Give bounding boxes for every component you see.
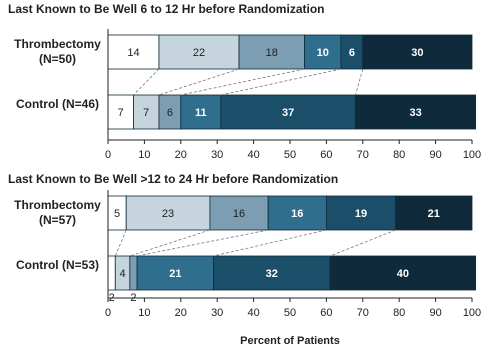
value-label: 16 xyxy=(233,208,245,220)
x-tick-label: 80 xyxy=(393,149,405,161)
connector xyxy=(137,229,269,257)
value-label: 6 xyxy=(167,107,173,119)
bar-segment xyxy=(180,94,222,130)
category-label: Control (N=46) xyxy=(15,97,99,111)
value-label: 10 xyxy=(317,47,329,59)
category-label: Control (N=53) xyxy=(15,258,99,272)
bar-segment xyxy=(355,94,477,130)
bar-segment xyxy=(267,195,327,231)
x-tick-label: 40 xyxy=(247,149,259,161)
connector xyxy=(133,68,160,96)
bar-segment xyxy=(325,195,396,231)
connector xyxy=(329,229,396,257)
value-label: 30 xyxy=(411,47,423,59)
value-label: 6 xyxy=(349,47,355,59)
value-label: 23 xyxy=(162,208,174,220)
value-label: 7 xyxy=(143,107,149,119)
connector xyxy=(129,229,211,257)
x-tick-label: 60 xyxy=(320,307,332,319)
bar-segment xyxy=(107,255,116,291)
x-tick-label: 60 xyxy=(320,149,332,161)
connector xyxy=(180,68,305,96)
value-label: 16 xyxy=(291,208,303,220)
x-tick-label: 70 xyxy=(357,149,369,161)
bar-segment xyxy=(362,34,473,70)
connector xyxy=(355,68,364,96)
x-tick-label: 30 xyxy=(211,307,223,319)
value-label: 22 xyxy=(193,47,205,59)
value-label: 5 xyxy=(114,208,120,220)
value-label: 11 xyxy=(195,107,207,119)
x-tick-label: 30 xyxy=(211,149,223,161)
category-label: Thrombectomy (N=57) xyxy=(14,198,101,227)
x-tick-label: 100 xyxy=(463,149,481,161)
bar-segment xyxy=(133,94,160,130)
connector xyxy=(158,68,240,96)
x-tick-label: 90 xyxy=(429,307,441,319)
x-tick-label: 40 xyxy=(247,307,259,319)
x-axis-label: Percent of Patients xyxy=(240,335,340,347)
x-tick-label: 20 xyxy=(175,149,187,161)
bar-segment xyxy=(329,255,477,291)
x-tick-label: 50 xyxy=(284,307,296,319)
value-label: 18 xyxy=(266,47,278,59)
bar-segment xyxy=(395,195,473,231)
bar-segment xyxy=(107,94,134,130)
x-tick-label: 50 xyxy=(284,149,296,161)
chart-title: Last Known to Be Well >12 to 24 Hr befor… xyxy=(8,172,338,186)
x-tick-label: 10 xyxy=(138,307,150,319)
value-label: 4 xyxy=(119,268,125,280)
value-label: 21 xyxy=(428,208,440,220)
connector xyxy=(213,229,327,257)
value-label: 32 xyxy=(266,268,278,280)
value-label: 7 xyxy=(118,107,124,119)
category-label: Thrombectomy (N=50) xyxy=(14,37,101,66)
x-tick-label: 100 xyxy=(463,307,481,319)
x-tick-label: 10 xyxy=(138,149,150,161)
chart-title: Last Known to Be Well 6 to 12 Hr before … xyxy=(8,2,324,16)
x-tick-label: 80 xyxy=(393,307,405,319)
value-label: 14 xyxy=(127,47,139,59)
value-label: 21 xyxy=(169,268,181,280)
bar-segment xyxy=(220,94,356,130)
x-tick-label: 0 xyxy=(105,149,111,161)
value-label: 33 xyxy=(409,107,421,119)
bar-segment xyxy=(209,195,269,231)
connector xyxy=(114,229,127,257)
x-tick-label: 20 xyxy=(175,307,187,319)
bar-segment xyxy=(129,255,138,291)
bar-segment xyxy=(125,195,211,231)
x-tick-label: 0 xyxy=(105,307,111,319)
x-tick-label: 70 xyxy=(357,307,369,319)
value-label: 40 xyxy=(397,268,409,280)
value-label: 19 xyxy=(355,208,367,220)
bar-segment xyxy=(238,34,305,70)
x-tick-label: 90 xyxy=(429,149,441,161)
connector xyxy=(220,68,342,96)
value-label: 37 xyxy=(282,107,294,119)
